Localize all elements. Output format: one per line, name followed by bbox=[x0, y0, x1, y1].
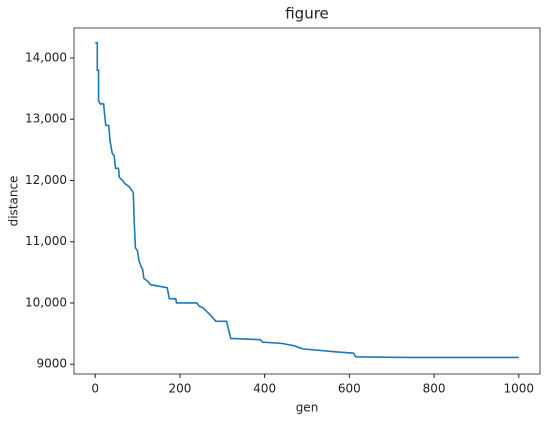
x-tick-label: 400 bbox=[253, 382, 276, 396]
x-tick-label: 600 bbox=[338, 382, 361, 396]
x-tick-label: 0 bbox=[91, 382, 99, 396]
x-tick-label: 1000 bbox=[504, 382, 535, 396]
y-tick-label: 11,000 bbox=[25, 234, 67, 248]
y-axis-label: distance bbox=[7, 176, 21, 227]
y-tick-label: 13,000 bbox=[25, 112, 67, 126]
plot-frame bbox=[73, 27, 541, 375]
y-tick-label: 14,000 bbox=[25, 51, 67, 65]
x-axis-label: gen bbox=[296, 401, 319, 415]
x-tick-label: 800 bbox=[423, 382, 446, 396]
data-line bbox=[95, 41, 519, 359]
y-tick-label: 10,000 bbox=[25, 295, 67, 309]
y-tick-label: 12,000 bbox=[25, 173, 67, 187]
x-tick-label: 200 bbox=[168, 382, 191, 396]
y-tick-label: 9000 bbox=[36, 357, 67, 371]
chart-title: figure bbox=[285, 5, 329, 23]
